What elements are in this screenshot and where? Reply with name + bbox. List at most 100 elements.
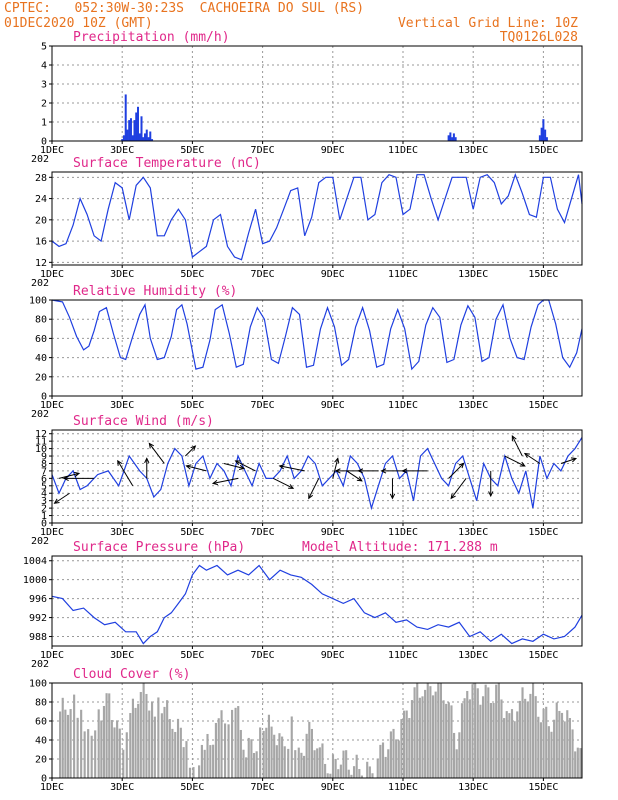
humidity-panel: 0 20 40 60 80 100 1DEC 3DEC 5DEC 7DEC 9DEC 11DEC 13D… [29,284,583,420]
wind-arrow-shaft [560,458,577,464]
wind-ytick-label: 1 [41,511,47,522]
precipitation-bar [149,131,152,141]
precipitation-bar [545,137,548,141]
cloud-cover-bar [379,744,382,778]
cloud-cover-bar [262,730,265,778]
cloud-cover-bar [545,706,548,778]
wind-arrow-head [144,457,150,464]
cloud-cover-bar [171,728,174,778]
cloud-cover-bar [487,687,490,778]
cloud-cover-bar [481,696,485,778]
cloud-cover-bar [521,687,524,778]
cloud-cover-bar [231,709,234,778]
cloud-cover-bar [166,700,169,778]
temperature-line [51,172,583,261]
cloud-cover-xtick-label: 15DEC [528,782,558,793]
precipitation-xtick-label: 11DEC [388,145,418,156]
cloud-cover-ytick-label: 40 [35,736,47,747]
cloud-cover-xtick-label: 1DEC [40,782,64,793]
cloud-cover-bar [460,703,464,778]
cloud-cover-bar [574,751,577,778]
precipitation-frame [51,45,583,142]
wind-arrow-head [458,462,465,469]
cloud-cover-bar [442,700,445,778]
precipitation-bar [122,135,125,141]
cloud-cover-bar [529,693,532,778]
cloud-cover-bar [310,728,314,778]
cloud-cover-bar [337,769,340,778]
precipitation-bar [128,120,131,141]
pressure-ytick-label: 1000 [23,575,47,586]
cloud-cover-bar [275,745,278,778]
cloud-cover-bar [297,747,300,778]
cloud-cover-bar [347,769,350,778]
precipitation-panel: 0 1 2 3 4 5 1DEC 3DEC 5DEC 7DEC 9DEC 11DEC 13DEC 15DE… [31,30,583,165]
wind-arrow-head [380,468,387,474]
cloud-cover-bar [463,698,466,778]
cloud-cover-bar [421,696,424,778]
wind-arrow-shaft [235,460,256,472]
wind-arrow-head [357,468,364,474]
cloud-cover-bar [384,756,387,778]
wind-arrow-head [488,491,494,498]
cloud-cover-bar [300,752,303,778]
cloud-cover-bar [237,706,240,778]
pressure-xtick-partial: 202 [31,659,49,670]
temperature-xtick-label: 5DEC [180,269,204,280]
cloud-cover-bar [518,700,521,778]
wind-arrow-head [190,445,197,451]
wind-arrow-shaft [117,460,134,487]
cloud-cover-bar [352,766,356,778]
wind-arrow-shaft [272,477,294,489]
precipitation-bar [133,120,136,141]
wind-arrow-head [53,498,60,504]
cloud-cover-bar [220,710,223,778]
wind-arrow-head [308,493,314,500]
cloud-cover-bar [212,744,215,778]
cloud-cover-bar [150,701,154,778]
cloud-cover-bar [122,749,125,778]
cloud-cover-bar [476,688,479,778]
wind-xtick-label: 5DEC [180,527,204,538]
cloud-cover-bar [209,745,212,778]
wind-title: Surface Wind (m/s) [73,414,214,429]
pressure-xtick-label: 1DEC [40,650,64,661]
cloud-cover-frame [51,682,583,779]
temperature-xtick-label: 7DEC [251,269,275,280]
wind-arrow-head [570,457,578,463]
cloud-cover-bar [242,749,245,778]
pressure-xtick-label: 11DEC [388,650,418,661]
wind-arrow-shaft [186,465,207,472]
cloud-cover-bar [516,711,519,778]
humidity-ytick-label: 60 [35,334,47,345]
cloud-cover-bar [389,731,392,778]
cloud-cover-bar [239,729,242,778]
humidity-xtick-label: 1DEC [40,400,64,411]
precipitation-bar [129,118,132,141]
cloud-cover-bar [73,694,76,778]
cloud-cover-bar [524,698,527,778]
pressure-line [51,564,583,645]
wind-arrow-shaft [448,463,464,479]
wind-arrow-head [519,461,526,467]
cloud-cover-bar [553,719,556,778]
cloud-cover-bar [255,751,258,778]
wind-xtick-label: 13DEC [458,527,488,538]
humidity-title: Relative Humidity (%) [73,284,237,299]
wind-arrow-shaft [504,455,526,467]
cloud-cover-bar [153,716,156,778]
cloud-cover-bar [376,758,379,778]
cloud-cover-bar [563,721,566,778]
pressure-ytick-label: 1004 [23,556,47,567]
pressure-annotation: Model Altitude: 171.288 m [302,540,498,555]
cloud-cover-ytick-label: 0 [41,774,47,785]
wind-ytick-label: 5 [41,481,47,492]
cloud-cover-bar [387,749,390,778]
pressure-frame [51,555,583,647]
humidity-xtick-label: 11DEC [388,400,418,411]
cloud-cover-bar [259,727,262,778]
wind-arrow-shaft [524,453,541,464]
wind-ytick-label: 4 [41,489,47,500]
cloud-cover-bar [139,691,142,778]
